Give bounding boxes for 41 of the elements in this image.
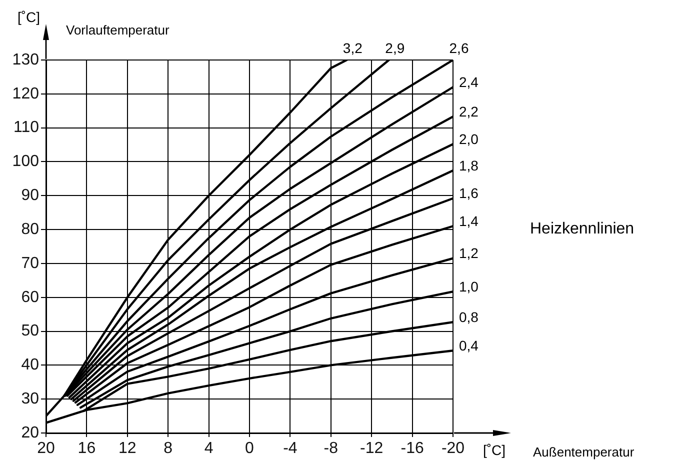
y-tick-label: 60 <box>21 288 40 306</box>
y-tick-label: 20 <box>21 424 40 442</box>
x-tick-label: 8 <box>164 440 173 458</box>
x-tick-label: -4 <box>283 440 298 458</box>
y-tick-label: 50 <box>21 322 40 340</box>
series-label: 2,0 <box>459 130 479 147</box>
series-label: 1,2 <box>459 245 479 262</box>
y-tick-label: 80 <box>21 220 40 238</box>
series-label: 2,2 <box>459 103 479 120</box>
x-tick-label: 20 <box>37 440 55 458</box>
text: [˚C] <box>17 8 40 25</box>
text: Außentemperatur <box>533 444 635 460</box>
series-label: 1,8 <box>459 157 479 174</box>
x-tick-label: -16 <box>400 440 424 458</box>
series-label: 1,0 <box>459 278 479 294</box>
text: [˚C] <box>483 442 506 458</box>
x-tick-label: 12 <box>118 440 136 458</box>
series-label: 1,4 <box>459 213 479 230</box>
series-label: 0,8 <box>459 308 479 325</box>
series-label: 2,9 <box>385 40 405 56</box>
y-axis-title: Vorlauftemperatur <box>66 22 170 38</box>
text: Heizkennlinien <box>530 220 634 238</box>
series-label: 1,6 <box>459 185 479 202</box>
series-label: 2,6 <box>449 40 469 56</box>
x-tick-label: 4 <box>204 440 214 458</box>
y-tick-label: 100 <box>12 153 40 170</box>
y-tick-label: 30 <box>21 390 40 408</box>
x-tick-label: 0 <box>245 440 254 458</box>
y-tick-label: 110 <box>13 119 40 136</box>
y-tick-label: 90 <box>21 187 40 204</box>
series-label: 3,2 <box>342 40 363 56</box>
x-tick-label: -20 <box>441 440 465 458</box>
y-tick-label: 70 <box>21 254 40 272</box>
series-label: 0,4 <box>459 337 479 354</box>
x-tick-label: -8 <box>324 440 338 458</box>
y-tick-label: 120 <box>12 85 40 102</box>
x-tick-label: -12 <box>360 440 384 458</box>
y-tick-label: 40 <box>21 356 40 374</box>
y-tick-label: 130 <box>12 51 40 68</box>
series-label: 2,4 <box>459 74 479 90</box>
x-tick-label: 16 <box>78 440 96 458</box>
